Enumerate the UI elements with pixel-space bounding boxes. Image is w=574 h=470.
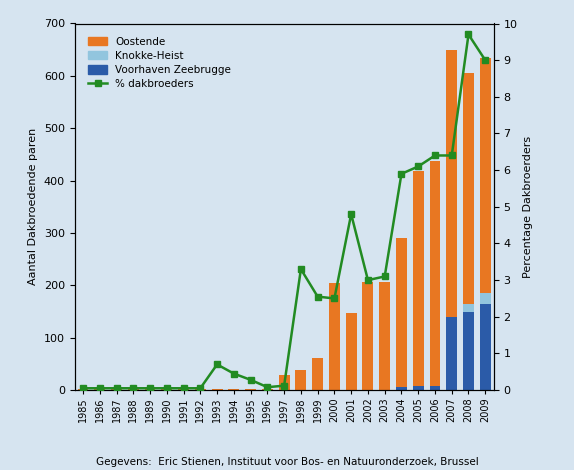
Bar xyxy=(346,313,356,390)
Legend: Oostende, Knokke-Heist, Voorhaven Zeebrugge, % dakbroeders: Oostende, Knokke-Heist, Voorhaven Zeebru… xyxy=(84,32,235,93)
Bar xyxy=(429,386,440,390)
Bar xyxy=(94,389,105,390)
Bar xyxy=(413,171,424,386)
Bar xyxy=(396,387,407,390)
Bar xyxy=(145,389,156,390)
Bar xyxy=(480,293,491,304)
Text: Gegevens:  Eric Stienen, Instituut voor Bos- en Natuuronderzoek, Brussel: Gegevens: Eric Stienen, Instituut voor B… xyxy=(96,457,478,467)
Bar xyxy=(228,389,239,390)
Bar xyxy=(429,161,440,386)
Bar xyxy=(447,317,457,390)
Bar xyxy=(279,376,289,390)
Bar xyxy=(447,50,457,317)
Bar xyxy=(379,282,390,390)
Bar xyxy=(111,389,122,390)
Bar xyxy=(296,370,307,390)
Bar xyxy=(480,304,491,390)
Bar xyxy=(363,282,373,390)
Bar xyxy=(312,358,323,390)
Bar xyxy=(463,73,474,304)
Bar xyxy=(178,389,189,390)
Bar xyxy=(195,389,205,390)
Y-axis label: Percentage Dakbroerders: Percentage Dakbroerders xyxy=(523,136,533,278)
Bar xyxy=(245,389,256,390)
Bar xyxy=(128,389,139,390)
Bar xyxy=(396,238,407,387)
Bar xyxy=(77,389,88,390)
Bar xyxy=(413,386,424,390)
Bar xyxy=(480,57,491,293)
Bar xyxy=(161,389,172,390)
Bar xyxy=(463,304,474,312)
Y-axis label: Aantal Dakbroedende paren: Aantal Dakbroedende paren xyxy=(28,128,38,285)
Bar xyxy=(262,389,273,390)
Bar xyxy=(463,312,474,390)
Bar xyxy=(329,283,340,390)
Bar xyxy=(212,389,223,390)
